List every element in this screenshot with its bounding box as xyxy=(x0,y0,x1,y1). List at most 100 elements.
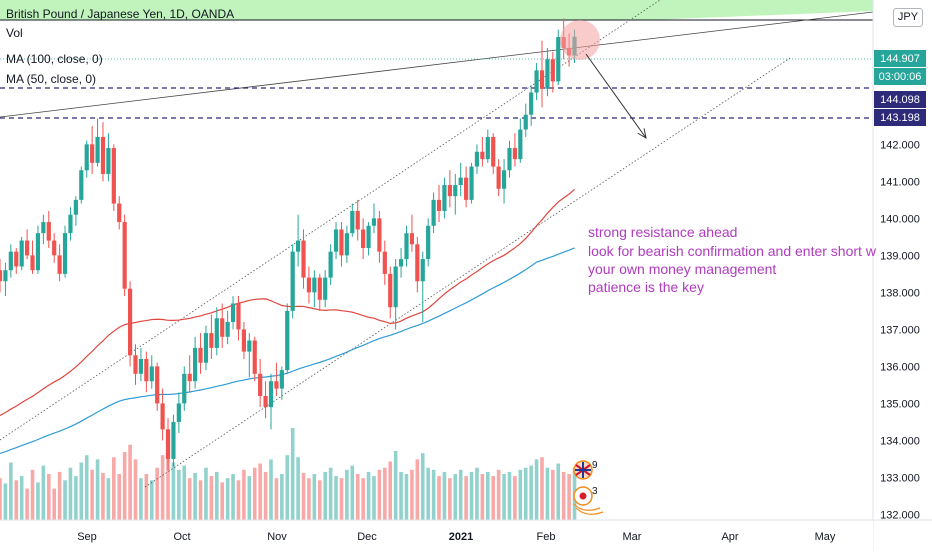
legend-vol[interactable]: Vol xyxy=(6,26,23,40)
channel-upper-line xyxy=(0,0,661,441)
x-tick-label: Apr xyxy=(721,531,738,543)
candle xyxy=(41,222,46,234)
level-label-1: 144.098 xyxy=(880,94,920,106)
volume-bar xyxy=(561,471,566,520)
volume-bar xyxy=(160,455,165,520)
volume-bar xyxy=(155,467,159,520)
volume-bar xyxy=(57,471,62,520)
candle xyxy=(431,199,436,226)
level-tag-2[interactable] xyxy=(874,109,926,126)
volume-bar xyxy=(171,462,176,520)
candle xyxy=(507,148,512,171)
volume-bar xyxy=(556,463,561,520)
candle xyxy=(95,136,100,163)
volume-bar xyxy=(355,474,360,520)
volume-bar xyxy=(187,478,192,520)
candle xyxy=(274,381,279,389)
candle xyxy=(366,225,371,248)
volume-bar xyxy=(41,465,46,520)
candle xyxy=(62,233,68,274)
y-tick-label: 139.000 xyxy=(880,250,920,262)
volume-bar xyxy=(30,469,35,520)
volume-bars xyxy=(0,428,577,520)
x-tick-label: Feb xyxy=(537,531,556,543)
volume-bar xyxy=(198,480,203,520)
volume-bar xyxy=(122,452,127,520)
candle xyxy=(518,129,523,160)
volume-bar xyxy=(323,471,327,520)
x-tick-label: Nov xyxy=(267,531,287,543)
candle xyxy=(133,355,138,374)
candle xyxy=(176,403,181,422)
candle xyxy=(464,177,469,200)
y-tick-label: 134.000 xyxy=(880,435,920,447)
volume-bar xyxy=(84,455,89,520)
y-tick-label: 132.000 xyxy=(880,509,920,521)
y-tick-label: 137.000 xyxy=(880,324,920,336)
x-tick-label: Dec xyxy=(357,531,377,543)
candle xyxy=(545,59,550,89)
volume-bar xyxy=(523,467,528,520)
candle xyxy=(556,37,561,82)
candle xyxy=(442,185,447,211)
volume-bar xyxy=(361,478,365,520)
candle xyxy=(0,270,3,282)
price-axis[interactable] xyxy=(873,0,932,520)
volume-bar xyxy=(491,476,496,520)
candle xyxy=(73,199,78,215)
event-icons[interactable]: 9 3 xyxy=(573,460,604,515)
candle xyxy=(301,240,306,278)
level-tag-1[interactable] xyxy=(874,91,926,108)
event-label-uk: 9 xyxy=(592,460,598,471)
candle xyxy=(68,214,73,234)
candle xyxy=(420,259,425,282)
candle xyxy=(25,240,30,256)
y-tick-label: 140.000 xyxy=(880,213,920,225)
candle xyxy=(252,340,257,374)
volume-bar xyxy=(117,474,122,520)
volume-bar xyxy=(128,444,132,520)
legend-ma50[interactable]: MA (50, close, 0) xyxy=(6,72,97,86)
volume-bar xyxy=(74,476,78,520)
candle xyxy=(220,318,225,337)
volume-bar xyxy=(19,476,24,520)
candle xyxy=(247,340,252,352)
volume-bar xyxy=(404,474,409,520)
event-stack-icon xyxy=(573,503,601,511)
candle xyxy=(453,185,458,197)
candle xyxy=(404,233,409,260)
volume-bar xyxy=(52,488,56,520)
volume-bar xyxy=(388,461,393,520)
volume-bar xyxy=(215,471,219,520)
candle xyxy=(333,229,339,252)
candle xyxy=(350,210,355,234)
annotation-line-1: strong resistance ahead xyxy=(588,224,738,240)
x-tick-label: 2021 xyxy=(449,531,473,543)
candle xyxy=(409,233,415,245)
x-axis-ticks: Sep Oct Nov Dec 2021 Feb Mar Apr May xyxy=(77,531,836,543)
volume-bar xyxy=(458,469,463,520)
volume-bar xyxy=(480,474,485,520)
candle xyxy=(285,310,290,371)
resistance-zone xyxy=(0,0,873,20)
volume-bar xyxy=(529,465,533,520)
candle xyxy=(339,229,344,256)
currency-badge[interactable]: JPY xyxy=(893,8,923,27)
legend-ma100[interactable]: MA (100, close, 0) xyxy=(6,52,103,66)
volume-bar xyxy=(486,471,490,520)
volume-bar xyxy=(0,478,2,520)
volume-bar xyxy=(399,471,403,520)
candle xyxy=(512,148,517,160)
time-axis[interactable] xyxy=(0,520,873,550)
volume-bar xyxy=(133,459,138,520)
volume-bar xyxy=(225,478,230,520)
candle xyxy=(193,347,198,382)
volume-bar xyxy=(236,480,241,520)
candle xyxy=(209,333,214,348)
x-tick-label: Mar xyxy=(623,531,642,543)
candle xyxy=(30,255,35,271)
volume-bar xyxy=(507,471,512,520)
last-price-tag[interactable] xyxy=(874,50,926,67)
